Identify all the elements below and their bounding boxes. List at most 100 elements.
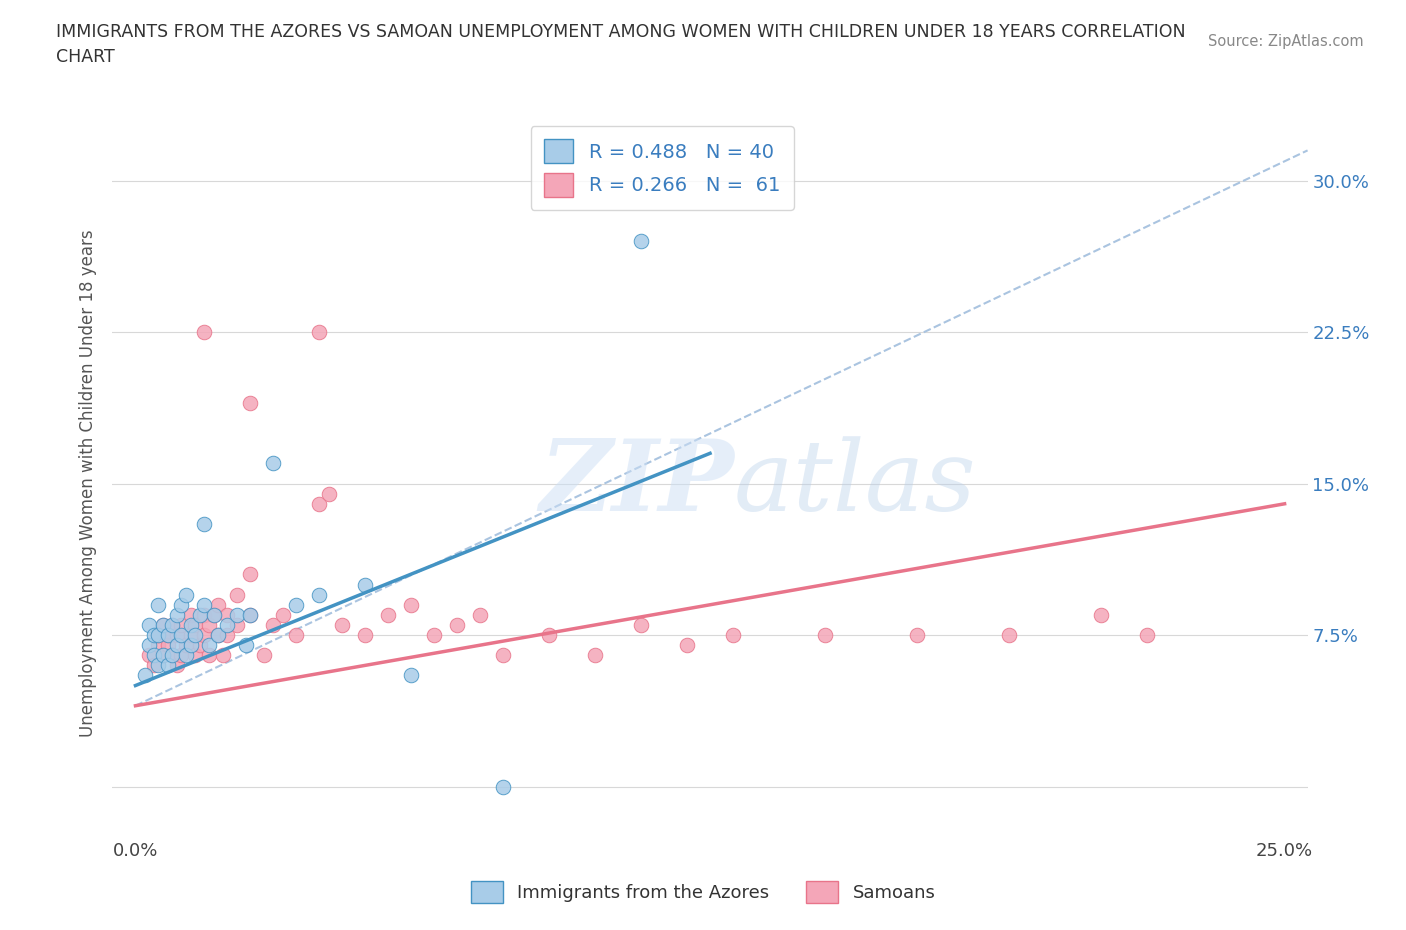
Point — [225, 607, 247, 622]
Point — [905, 628, 928, 643]
Point — [538, 628, 561, 643]
Point — [262, 618, 284, 632]
Point — [156, 658, 179, 672]
Point — [152, 618, 174, 632]
Y-axis label: Unemployment Among Women with Children Under 18 years: Unemployment Among Women with Children U… — [79, 230, 97, 737]
Point — [170, 618, 193, 632]
Point — [239, 395, 262, 410]
Point — [814, 628, 837, 643]
Point — [170, 628, 193, 643]
Point — [174, 648, 197, 663]
Point — [170, 597, 193, 612]
Point — [253, 648, 276, 663]
Point — [308, 325, 330, 339]
Point — [330, 618, 353, 632]
Point — [446, 618, 468, 632]
Point — [184, 648, 207, 663]
Point — [239, 607, 262, 622]
Point — [166, 658, 188, 672]
Point — [193, 628, 215, 643]
Point — [134, 668, 156, 683]
Point — [217, 628, 239, 643]
Point — [152, 618, 174, 632]
Point — [142, 658, 165, 672]
Point — [308, 587, 330, 602]
Point — [285, 628, 308, 643]
Point — [198, 618, 221, 632]
Point — [166, 628, 188, 643]
Point — [138, 648, 160, 663]
Point — [470, 607, 492, 622]
Point — [138, 618, 160, 632]
Point — [193, 597, 215, 612]
Point — [170, 648, 193, 663]
Point — [492, 779, 515, 794]
Point — [308, 497, 330, 512]
Point — [202, 607, 225, 622]
Point — [207, 628, 229, 643]
Point — [148, 597, 170, 612]
Point — [162, 648, 183, 663]
Point — [148, 628, 170, 643]
Point — [142, 628, 165, 643]
Point — [198, 638, 221, 653]
Point — [235, 638, 257, 653]
Point — [174, 587, 197, 602]
Point — [211, 648, 233, 663]
Point — [188, 607, 211, 622]
Point — [318, 486, 340, 501]
Point — [198, 648, 221, 663]
Point — [180, 638, 202, 653]
Point — [401, 597, 423, 612]
Point — [217, 607, 239, 622]
Point — [1090, 607, 1112, 622]
Point — [184, 618, 207, 632]
Point — [583, 648, 606, 663]
Point — [148, 628, 170, 643]
Point — [152, 648, 174, 663]
Point — [271, 607, 294, 622]
Legend: Immigrants from the Azores, Samoans: Immigrants from the Azores, Samoans — [461, 871, 945, 911]
Point — [401, 668, 423, 683]
Point — [217, 618, 239, 632]
Point — [207, 597, 229, 612]
Point — [166, 607, 188, 622]
Point — [193, 325, 215, 339]
Point — [148, 638, 170, 653]
Point — [162, 618, 183, 632]
Point — [184, 628, 207, 643]
Point — [630, 233, 652, 248]
Point — [239, 607, 262, 622]
Point — [377, 607, 399, 622]
Point — [166, 638, 188, 653]
Point — [180, 628, 202, 643]
Point — [721, 628, 744, 643]
Legend: R = 0.488   N = 40, R = 0.266   N =  61: R = 0.488 N = 40, R = 0.266 N = 61 — [530, 126, 794, 210]
Point — [152, 648, 174, 663]
Point — [225, 587, 247, 602]
Text: Source: ZipAtlas.com: Source: ZipAtlas.com — [1208, 34, 1364, 49]
Point — [492, 648, 515, 663]
Point — [180, 618, 202, 632]
Point — [174, 638, 197, 653]
Point — [354, 628, 377, 643]
Point — [207, 628, 229, 643]
Point — [998, 628, 1021, 643]
Text: atlas: atlas — [734, 436, 977, 531]
Point — [138, 638, 160, 653]
Point — [193, 516, 215, 531]
Point — [156, 628, 179, 643]
Point — [142, 648, 165, 663]
Point — [676, 638, 699, 653]
Point — [225, 618, 247, 632]
Text: IMMIGRANTS FROM THE AZORES VS SAMOAN UNEMPLOYMENT AMONG WOMEN WITH CHILDREN UNDE: IMMIGRANTS FROM THE AZORES VS SAMOAN UNE… — [56, 23, 1185, 66]
Point — [156, 638, 179, 653]
Point — [156, 628, 179, 643]
Point — [354, 578, 377, 592]
Text: ZIP: ZIP — [538, 435, 734, 532]
Point — [180, 607, 202, 622]
Point — [162, 618, 183, 632]
Point — [1136, 628, 1159, 643]
Point — [148, 658, 170, 672]
Point — [193, 607, 215, 622]
